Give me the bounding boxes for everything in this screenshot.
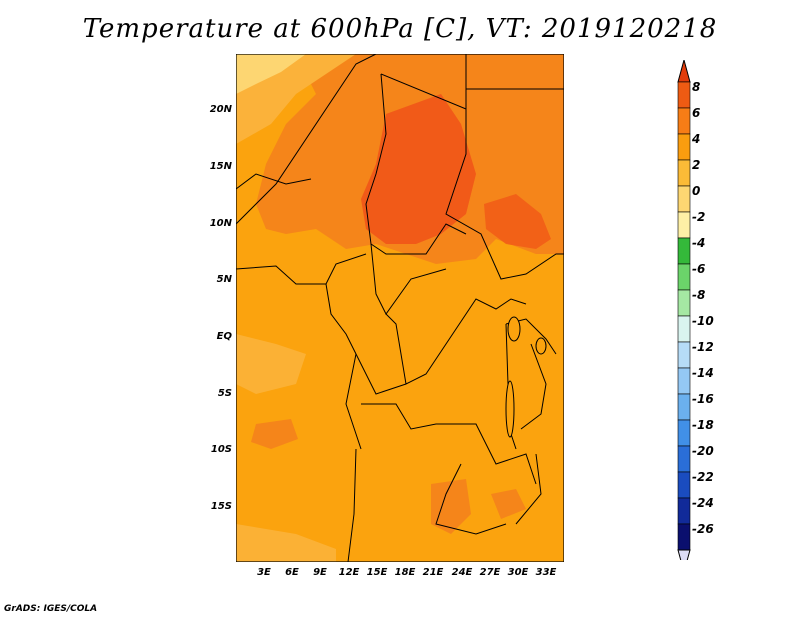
- country-borders: [236, 54, 564, 562]
- colorbar-label: -26: [692, 522, 714, 536]
- colorbar-segment: [677, 211, 691, 239]
- colorbar-label: -18: [692, 418, 714, 432]
- colorbar-segment: [677, 237, 691, 265]
- colorbar-segment: [677, 445, 691, 473]
- lat-label-20n: 20N: [209, 104, 232, 115]
- colorbar-label: 6: [692, 106, 701, 120]
- cool-patch-west: [236, 334, 306, 394]
- lat-label-5n: 5N: [216, 274, 232, 285]
- colorbar-top-cap: [677, 60, 691, 83]
- colorbar-segment: [677, 263, 691, 291]
- lat-label-5s: 5S: [217, 388, 232, 399]
- colorbar-segment: [677, 497, 691, 525]
- colorbar-label: -20: [692, 444, 714, 458]
- colorbar-label: 4: [692, 132, 701, 146]
- lat-label-10n: 10N: [209, 218, 232, 229]
- lon-label-21e: 21E: [422, 567, 444, 578]
- colorbar-label: -12: [692, 340, 714, 354]
- warm-patch-west: [251, 419, 298, 449]
- map-title: Temperature at 600hPa [C], VT: 201912021…: [82, 14, 718, 44]
- colorbar-segment: [677, 185, 691, 213]
- lon-label-24e: 24E: [451, 567, 473, 578]
- colorbar-segment: [677, 159, 691, 187]
- lat-label-10s: 10S: [210, 444, 232, 455]
- hot-core-east: [484, 194, 551, 249]
- colorbar-segment: [677, 289, 691, 317]
- warm-patch-south-2: [491, 489, 526, 519]
- colorbar-segment: [677, 133, 691, 161]
- lat-label-15n: 15N: [209, 161, 232, 172]
- colorbar-segment: [677, 81, 691, 109]
- temperature-map: [236, 54, 564, 562]
- colorbar-label: -16: [692, 392, 714, 406]
- colorbar-segment: [677, 393, 691, 421]
- lat-label-15s: 15S: [210, 501, 232, 512]
- lakes: [505, 316, 547, 438]
- lon-label-18e: 18E: [394, 567, 416, 578]
- colorbar-label: -10: [692, 314, 714, 328]
- colorbar-segment: [677, 341, 691, 369]
- lon-label-30e: 30E: [507, 567, 529, 578]
- lon-label-9e: 9E: [313, 567, 327, 578]
- colorbar-segment: [677, 471, 691, 499]
- colorbar-label: -14: [692, 366, 714, 380]
- colorbar-label: 2: [692, 158, 701, 172]
- lon-label-15e: 15E: [366, 567, 388, 578]
- lon-label-3e: 3E: [257, 567, 271, 578]
- lon-label-33e: 33E: [535, 567, 557, 578]
- colorbar: [677, 60, 691, 560]
- lat-label-eq: EQ: [216, 331, 232, 342]
- hot-core: [361, 94, 476, 244]
- cool-patch-south: [236, 524, 336, 562]
- lon-label-6e: 6E: [285, 567, 299, 578]
- colorbar-label: -22: [692, 470, 714, 484]
- colorbar-label: 8: [692, 80, 701, 94]
- colorbar-label: -4: [692, 236, 706, 250]
- colorbar-label: 0: [692, 184, 701, 198]
- colorbar-label: -8: [692, 288, 706, 302]
- colorbar-label: -24: [692, 496, 714, 510]
- grads-credit: GrADS: IGES/COLA: [4, 604, 98, 614]
- colorbar-label: -6: [692, 262, 706, 276]
- colorbar-segment: [677, 367, 691, 395]
- lon-label-12e: 12E: [338, 567, 360, 578]
- colorbar-segment: [677, 523, 691, 551]
- colorbar-segment: [677, 419, 691, 447]
- colorbar-segment: [677, 107, 691, 135]
- colorbar-bottom-cap: [677, 549, 691, 560]
- colorbar-segment: [677, 315, 691, 343]
- coldest-patch: [236, 54, 306, 94]
- colorbar-label: -2: [692, 210, 706, 224]
- lon-label-27e: 27E: [479, 567, 501, 578]
- warm-patch-south-1: [431, 479, 471, 534]
